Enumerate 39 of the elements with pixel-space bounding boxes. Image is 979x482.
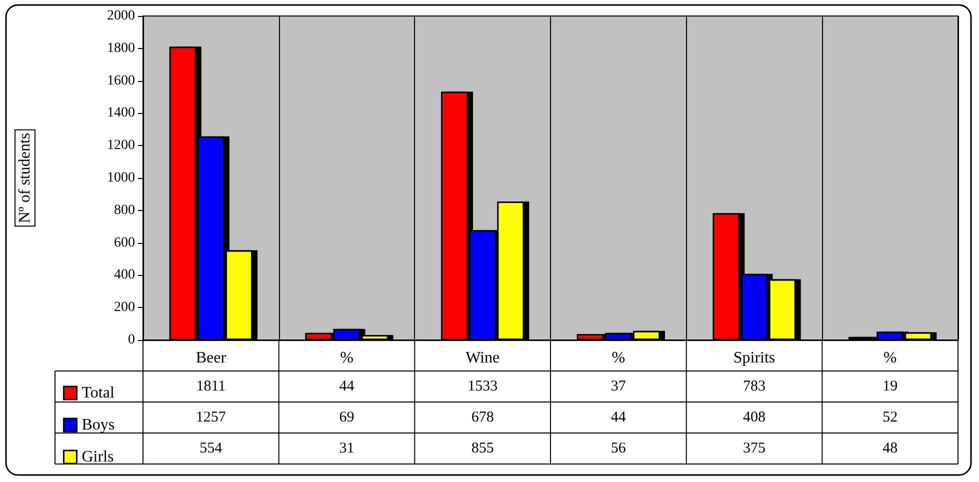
y-axis-title: Nº of students	[16, 132, 34, 224]
x-tick-label: %	[612, 350, 626, 366]
y-tick-label: 1200	[107, 138, 135, 154]
x-tick-label: %	[340, 350, 354, 366]
x-tick-label: Spirits	[733, 350, 776, 366]
y-tick-label: 1000	[107, 170, 135, 186]
data-label: 48	[882, 440, 898, 456]
y-tick-label: 0	[128, 332, 135, 348]
data-label: 855	[471, 440, 494, 456]
legend-label: Boys	[82, 416, 115, 434]
data-label: 783	[743, 378, 766, 394]
data-label: 408	[743, 410, 766, 426]
data-label: 19	[882, 378, 898, 394]
data-label: 44	[610, 410, 626, 426]
data-label: 1811	[196, 378, 226, 394]
data-label: 37	[610, 378, 626, 394]
data-label: 554	[200, 440, 223, 456]
y-tick-label: 200	[114, 300, 135, 316]
y-tick-label: 2000	[107, 8, 135, 24]
data-label: 1533	[468, 378, 498, 394]
y-tick-label: 600	[114, 235, 135, 250]
data-label: 52	[882, 410, 898, 426]
data-label: 69	[339, 410, 354, 426]
y-tick-label: 1400	[107, 106, 135, 121]
data-label: 56	[610, 440, 626, 456]
x-tick-label: %	[883, 350, 897, 366]
legend-label: Girls	[82, 448, 114, 466]
y-tick-label: 1800	[107, 40, 135, 56]
data-label: 678	[471, 410, 494, 426]
data-label: 1257	[196, 410, 226, 426]
data-label: 31	[339, 440, 354, 456]
data-label: 375	[743, 440, 766, 456]
legend-label: Total	[82, 384, 115, 402]
y-tick-label: 400	[114, 268, 135, 283]
y-tick-label: 800	[114, 202, 135, 218]
x-tick-label: Wine	[466, 350, 500, 366]
data-label: 44	[339, 378, 355, 394]
y-tick-label: 1600	[107, 73, 135, 88]
x-tick-label: Beer	[196, 350, 227, 366]
